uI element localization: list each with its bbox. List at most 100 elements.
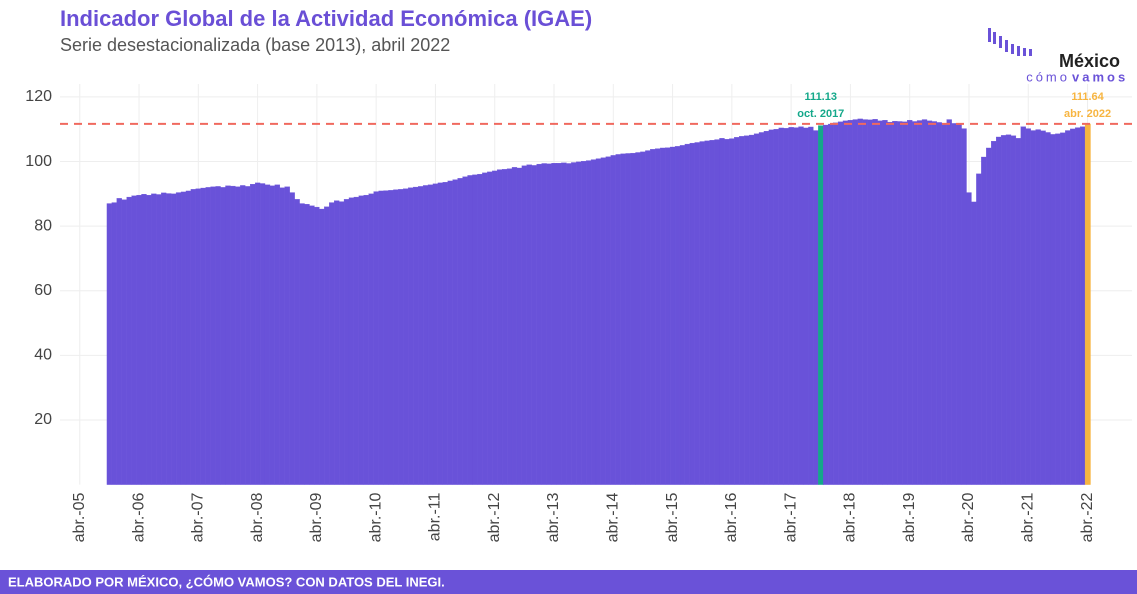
bar <box>852 119 858 485</box>
bar <box>630 152 636 485</box>
bar <box>161 192 167 485</box>
bar <box>190 189 197 485</box>
bar <box>437 182 444 485</box>
bar <box>867 119 873 485</box>
bar <box>1050 134 1056 485</box>
bar <box>778 127 784 485</box>
x-tick-label: abr.-22 <box>1079 492 1096 542</box>
bar <box>536 163 542 485</box>
bar <box>309 205 315 485</box>
bar <box>556 163 562 485</box>
y-tick-label: 60 <box>34 282 52 299</box>
bar <box>847 120 854 485</box>
bar <box>180 191 187 485</box>
bar <box>892 121 898 485</box>
bar <box>146 194 152 485</box>
bar <box>546 163 552 485</box>
bar <box>704 140 710 485</box>
bar <box>926 120 933 485</box>
bar <box>264 184 271 485</box>
bar <box>220 187 226 485</box>
bar <box>171 193 177 485</box>
x-tick-label: abr.-20 <box>960 492 977 542</box>
chart-title: Indicador Global de la Actividad Económi… <box>60 6 592 31</box>
bar <box>200 187 206 485</box>
bar <box>492 170 498 485</box>
annotation-date: oct. 2017 <box>797 108 844 120</box>
bar <box>818 125 824 485</box>
bar <box>254 182 261 485</box>
bar <box>916 120 923 485</box>
bar <box>195 188 201 485</box>
bar <box>175 192 182 485</box>
bar <box>669 146 676 485</box>
bar <box>813 130 819 485</box>
bar <box>121 199 127 485</box>
bar <box>477 173 483 485</box>
bar <box>882 120 888 485</box>
bar <box>1030 130 1036 485</box>
bar <box>274 184 280 485</box>
bar <box>279 187 285 485</box>
bar <box>324 206 330 485</box>
x-tick-label: abr.-10 <box>367 492 384 542</box>
logo-tagline: cómo <box>1026 69 1070 84</box>
bar <box>561 162 567 485</box>
bar <box>753 133 760 485</box>
bar <box>225 185 231 485</box>
bar <box>427 184 434 485</box>
bar <box>482 172 488 485</box>
x-tick-label: abr.-09 <box>308 492 325 542</box>
bar <box>462 176 468 485</box>
bar <box>511 167 518 485</box>
bar <box>185 190 192 485</box>
logo-tagline: vamos <box>1072 69 1128 84</box>
bar <box>230 185 236 485</box>
bar <box>655 148 661 485</box>
bar <box>541 163 547 485</box>
bar <box>1045 132 1051 485</box>
bar <box>714 139 720 485</box>
bar <box>724 139 730 485</box>
bar <box>595 158 602 485</box>
bar <box>946 119 952 485</box>
bar <box>758 132 765 485</box>
bar <box>215 186 221 485</box>
logo-icon <box>988 28 1032 56</box>
bar <box>684 143 691 485</box>
bar <box>912 121 918 485</box>
bar <box>660 147 666 485</box>
bar <box>798 126 804 485</box>
bar <box>961 128 967 485</box>
x-tick-label: abr.-07 <box>190 492 207 542</box>
bar <box>156 194 162 485</box>
bar <box>551 163 557 485</box>
bar <box>793 127 799 485</box>
bar <box>506 168 513 485</box>
bar <box>166 193 172 485</box>
bar <box>991 141 997 485</box>
bar <box>294 199 300 485</box>
bar <box>842 120 849 485</box>
bar <box>719 138 725 485</box>
bar <box>457 178 463 485</box>
y-tick-label: 100 <box>25 153 52 170</box>
bar <box>521 165 527 485</box>
bar <box>585 160 592 485</box>
bar <box>329 202 335 485</box>
bar <box>605 156 611 485</box>
bar <box>645 150 651 485</box>
bar <box>383 190 389 485</box>
bar <box>1020 126 1026 485</box>
bar <box>497 169 503 485</box>
bar <box>625 153 631 485</box>
bar <box>501 169 508 485</box>
bar <box>358 195 364 485</box>
bar <box>106 203 113 485</box>
bar <box>363 194 369 485</box>
bar <box>872 119 878 485</box>
logo-name: México <box>1059 51 1120 71</box>
bar <box>472 174 478 485</box>
bar <box>615 154 621 485</box>
x-tick-label: abr.-15 <box>664 492 681 542</box>
